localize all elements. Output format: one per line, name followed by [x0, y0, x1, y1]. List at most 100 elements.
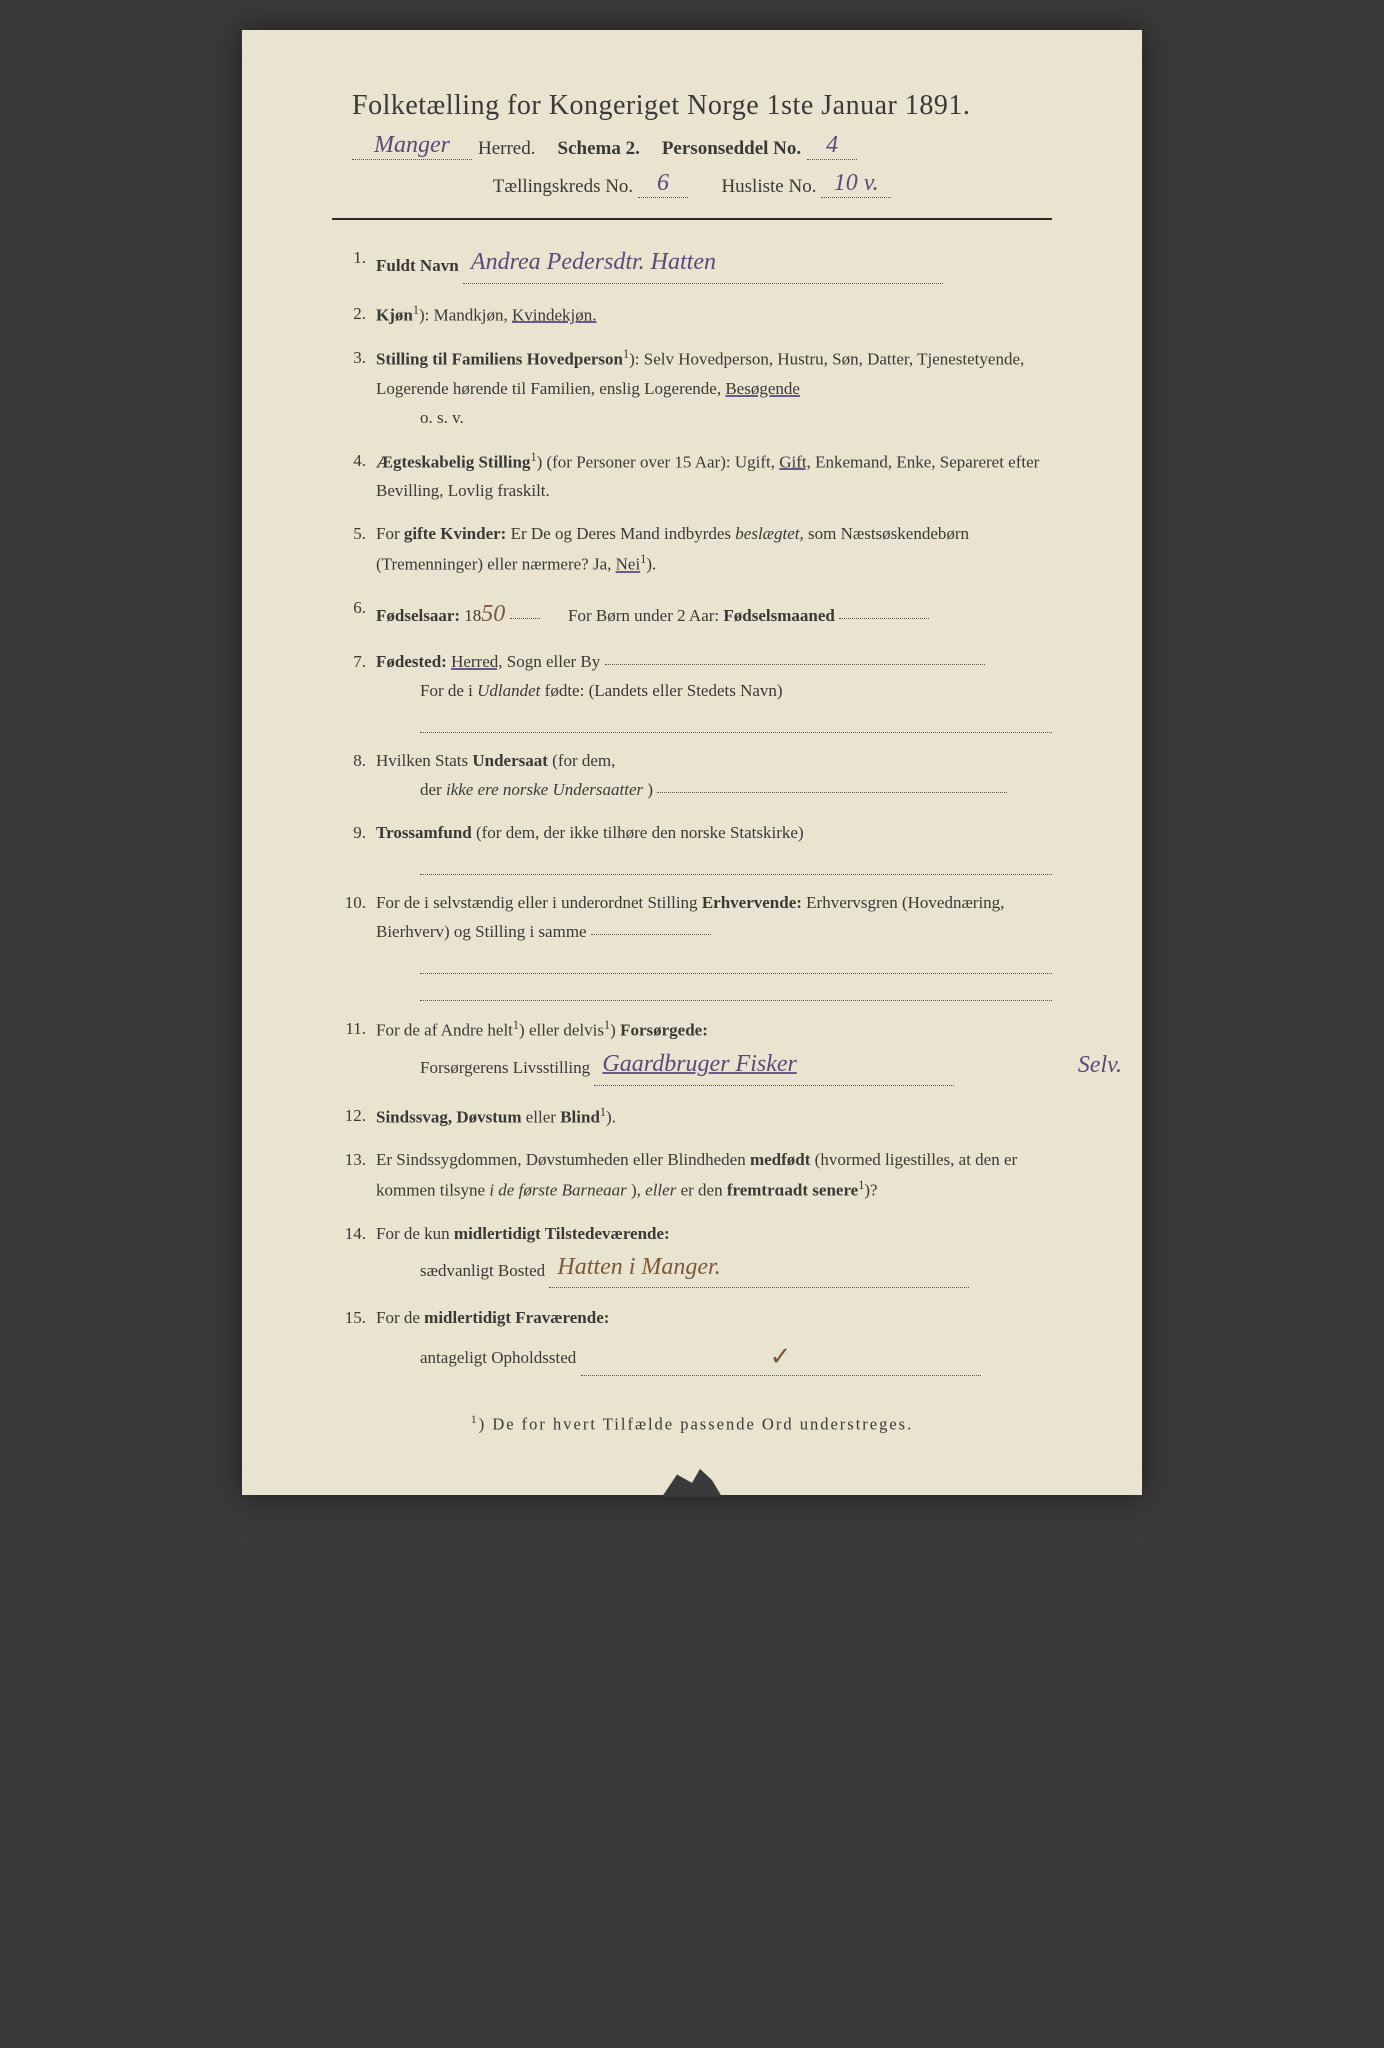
q6-prefix: 18 — [464, 606, 481, 625]
q13-medfodt: Er Sindssygdommen, Døvstumheden eller Bl… — [332, 1146, 1052, 1205]
q2-options: Mandkjøn, — [434, 305, 512, 324]
q8-line2i: ikke ere norske Undersaatter — [446, 780, 643, 799]
q8-line2b: ) — [647, 780, 653, 799]
q7-line2i: Udlandet — [477, 681, 540, 700]
q7-selected: Herred, — [451, 652, 502, 671]
q6-text2: For Børn under 2 Aar: — [568, 606, 723, 625]
personseddel-label: Personseddel No. — [662, 138, 801, 160]
q13-bold1: medfødt — [750, 1150, 810, 1169]
q7-line2a: For de i — [420, 681, 477, 700]
q11-value: Gaardbruger Fisker — [602, 1051, 796, 1077]
page-title: Folketælling for Kongeriget Norge 1ste J… — [332, 90, 1052, 122]
q7-fodested: Fødested: Herred, Sogn eller By For de i… — [332, 648, 1052, 733]
q2-selected: Kvindekjøn. — [512, 305, 597, 324]
q14-tilstedevaerende: For de kun midlertidigt Tilstedeværende:… — [332, 1220, 1052, 1291]
q5-gifte-kvinder: For gifte Kvinder: Er De og Deres Mand i… — [332, 520, 1052, 579]
q6-bold2: Fødselsmaaned — [723, 606, 834, 625]
form-list: Fuldt Navn Andrea Pedersdtr. Hatten Kjøn… — [332, 244, 1052, 1378]
husliste-label: Husliste No. — [721, 176, 816, 197]
q7-line2b: fødte: (Landets eller Stedets Navn) — [545, 681, 783, 700]
herred-label: Herred. — [478, 138, 536, 160]
q2-label: Kjøn — [376, 305, 413, 324]
q15-bold: midlertidigt Fraværende: — [424, 1308, 609, 1327]
kreds-label: Tællingskreds No. — [493, 176, 633, 197]
header-row-2: Tællingskreds No. 6 Husliste No. 10 v. — [332, 172, 1052, 200]
q11-margin-note: Selv. — [1078, 1045, 1122, 1086]
q10-blank-line-2 — [420, 974, 1052, 1001]
q1-value: Andrea Pedersdtr. Hatten — [471, 249, 716, 275]
q14-line2: sædvanligt Bosted — [420, 1261, 545, 1280]
q11-forsorgede: For de af Andre helt1) eller delvis1) Fo… — [332, 1015, 1052, 1087]
q8-undersaat: Hvilken Stats Undersaat (for dem, der ik… — [332, 747, 1052, 805]
q3-etc: o. s. v. — [376, 404, 1052, 433]
q5-bold1: gifte Kvinder: — [404, 524, 506, 543]
q4-text1: Ugift, — [735, 452, 779, 471]
q5-label: For — [376, 524, 404, 543]
q10-text1: For de i selvstændig eller i underordnet… — [376, 893, 702, 912]
kreds-value: 6 — [657, 170, 669, 196]
q9-blank-line — [420, 848, 1052, 875]
q13-text4: er den — [681, 1181, 727, 1200]
q15-fravaerende: For de midlertidigt Fraværende: antageli… — [332, 1304, 1052, 1378]
q11-bold: Forsørgede: — [620, 1021, 708, 1040]
q4-paren: (for Personer over 15 Aar): — [546, 452, 734, 471]
q7-text1: Sogn eller By — [507, 652, 601, 671]
q3-label: Stilling til Familiens Hovedperson — [376, 350, 623, 369]
q10-blank-line-1 — [420, 947, 1052, 974]
q8-line2a: der — [420, 780, 446, 799]
q2-kjon: Kjøn1): Mandkjøn, Kvindekjøn. — [332, 300, 1052, 331]
q1-fuldt-navn: Fuldt Navn Andrea Pedersdtr. Hatten — [332, 244, 1052, 286]
q7-label: Fødested: — [376, 652, 447, 671]
divider — [332, 218, 1052, 220]
q11-text2: eller delvis — [529, 1021, 604, 1040]
q10-bold1: Erhvervende: — [702, 893, 802, 912]
q6-fodselsaar: Fødselsaar: 1850 For Børn under 2 Aar: F… — [332, 594, 1052, 635]
personseddel-value: 4 — [826, 132, 838, 158]
q6-label: Fødselsaar: — [376, 606, 460, 625]
q13-bold2: fremtrɑadt senere — [727, 1181, 858, 1200]
q9-bold: Trossamfund — [376, 823, 472, 842]
q13-text3: ), — [631, 1181, 645, 1200]
footnote: 1) De for hvert Tilfælde passende Ord un… — [332, 1412, 1052, 1435]
q8-text2: (for dem, — [552, 751, 615, 770]
q1-label: Fuldt Navn — [376, 256, 459, 275]
checkmark-icon: ✓ — [770, 1335, 792, 1379]
q8-text1: Hvilken Stats — [376, 751, 472, 770]
q12-sindssvag: Sindssvag, Døvstum eller Blind1). — [332, 1102, 1052, 1133]
herred-value: Manger — [374, 132, 450, 158]
q12-bold: Sindssvag, Døvstum — [376, 1107, 522, 1126]
q5-selected: Nei — [616, 555, 641, 574]
footnote-text: ) De for hvert Tilfælde passende Ord und… — [479, 1415, 914, 1434]
q9-text: (for dem, der ikke tilhøre den norske St… — [476, 823, 804, 842]
q15-text1: For de — [376, 1308, 424, 1327]
q12-text: eller — [526, 1107, 560, 1126]
q4-label: Ægteskabelig Stilling — [376, 452, 530, 471]
q15-line2: antageligt Opholdssted — [420, 1348, 576, 1367]
q8-bold: Undersaat — [472, 751, 548, 770]
q7-blank-line — [420, 706, 1052, 733]
husliste-value: 10 v. — [834, 170, 879, 196]
q14-bold: midlertidigt Tilstedeværende: — [454, 1224, 670, 1243]
header-row-1: Manger Herred. Schema 2. Personseddel No… — [332, 134, 1052, 162]
q11-line2: Forsørgerens Livsstilling — [420, 1058, 590, 1077]
q4-aegteskab: Ægteskabelig Stilling1) (for Personer ov… — [332, 447, 1052, 506]
footnote-sup: 1 — [471, 1412, 479, 1426]
q6-value: 50 — [481, 601, 505, 627]
schema-label: Schema 2. — [558, 138, 640, 160]
q5-text1: Er De og Deres Mand indbyrdes — [511, 524, 736, 543]
q3-stilling: Stilling til Familiens Hovedperson1): Se… — [332, 344, 1052, 432]
q14-value: Hatten i Manger. — [557, 1254, 720, 1280]
q13-ital2: eller — [645, 1181, 676, 1200]
q11-text1: For de af Andre helt — [376, 1021, 513, 1040]
q4-selected: Gift, — [779, 452, 811, 471]
q13-text1: Er Sindssygdommen, Døvstumheden eller Bl… — [376, 1150, 750, 1169]
q9-trossamfund: Trossamfund (for dem, der ikke tilhøre d… — [332, 819, 1052, 875]
q12-bold2: Blind — [560, 1107, 600, 1126]
q5-ital1: beslægtet, — [735, 524, 803, 543]
q3-selected: Besøgende — [725, 379, 800, 398]
q13-ital: i de første Barneaar — [489, 1181, 626, 1200]
page-tear — [642, 1469, 742, 1497]
q14-text1: For de kun — [376, 1224, 454, 1243]
q10-erhvervende: For de i selvstændig eller i underordnet… — [332, 889, 1052, 1001]
census-form-page: Folketælling for Kongeriget Norge 1ste J… — [242, 30, 1142, 1495]
